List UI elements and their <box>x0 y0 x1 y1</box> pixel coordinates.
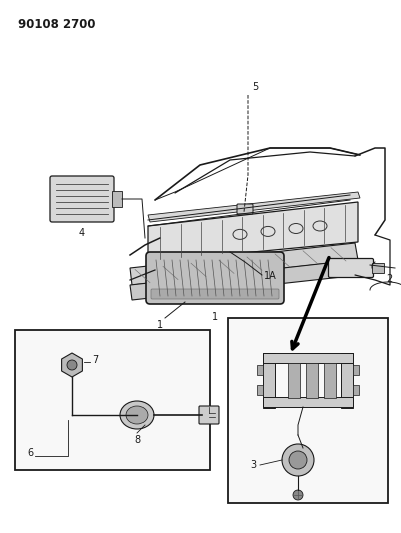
Polygon shape <box>148 202 358 262</box>
FancyBboxPatch shape <box>50 176 114 222</box>
Bar <box>306 363 318 398</box>
Text: 1: 1 <box>157 320 163 330</box>
Bar <box>257 385 263 395</box>
Bar <box>263 353 353 363</box>
Text: 5: 5 <box>252 82 258 92</box>
Text: 3: 3 <box>250 460 256 470</box>
Bar <box>15 330 210 470</box>
Text: 1A: 1A <box>264 271 277 281</box>
FancyBboxPatch shape <box>328 259 373 278</box>
Text: 7: 7 <box>92 355 98 365</box>
Circle shape <box>282 444 314 476</box>
Bar <box>341 353 353 408</box>
Text: 8: 8 <box>134 435 140 445</box>
Polygon shape <box>130 243 358 285</box>
Ellipse shape <box>120 401 154 429</box>
Circle shape <box>293 490 303 500</box>
Circle shape <box>289 451 307 469</box>
Bar <box>353 385 359 395</box>
FancyBboxPatch shape <box>237 204 253 214</box>
Text: 90108 2700: 90108 2700 <box>18 18 95 31</box>
Text: 6: 6 <box>27 448 33 458</box>
Bar <box>263 353 275 408</box>
Text: 2: 2 <box>386 274 392 284</box>
Text: 1: 1 <box>212 312 218 322</box>
Bar <box>112 191 122 207</box>
Bar <box>324 363 336 398</box>
Ellipse shape <box>126 406 148 424</box>
Polygon shape <box>62 353 82 377</box>
Bar <box>372 263 384 273</box>
Bar <box>263 397 353 407</box>
Polygon shape <box>130 260 360 300</box>
Bar <box>228 318 388 503</box>
FancyBboxPatch shape <box>151 289 279 299</box>
FancyBboxPatch shape <box>199 406 219 424</box>
Bar <box>353 365 359 375</box>
Text: 4: 4 <box>79 228 85 238</box>
Circle shape <box>67 360 77 370</box>
Bar <box>288 363 300 398</box>
FancyBboxPatch shape <box>146 252 284 304</box>
Bar <box>257 365 263 375</box>
Polygon shape <box>148 192 360 222</box>
